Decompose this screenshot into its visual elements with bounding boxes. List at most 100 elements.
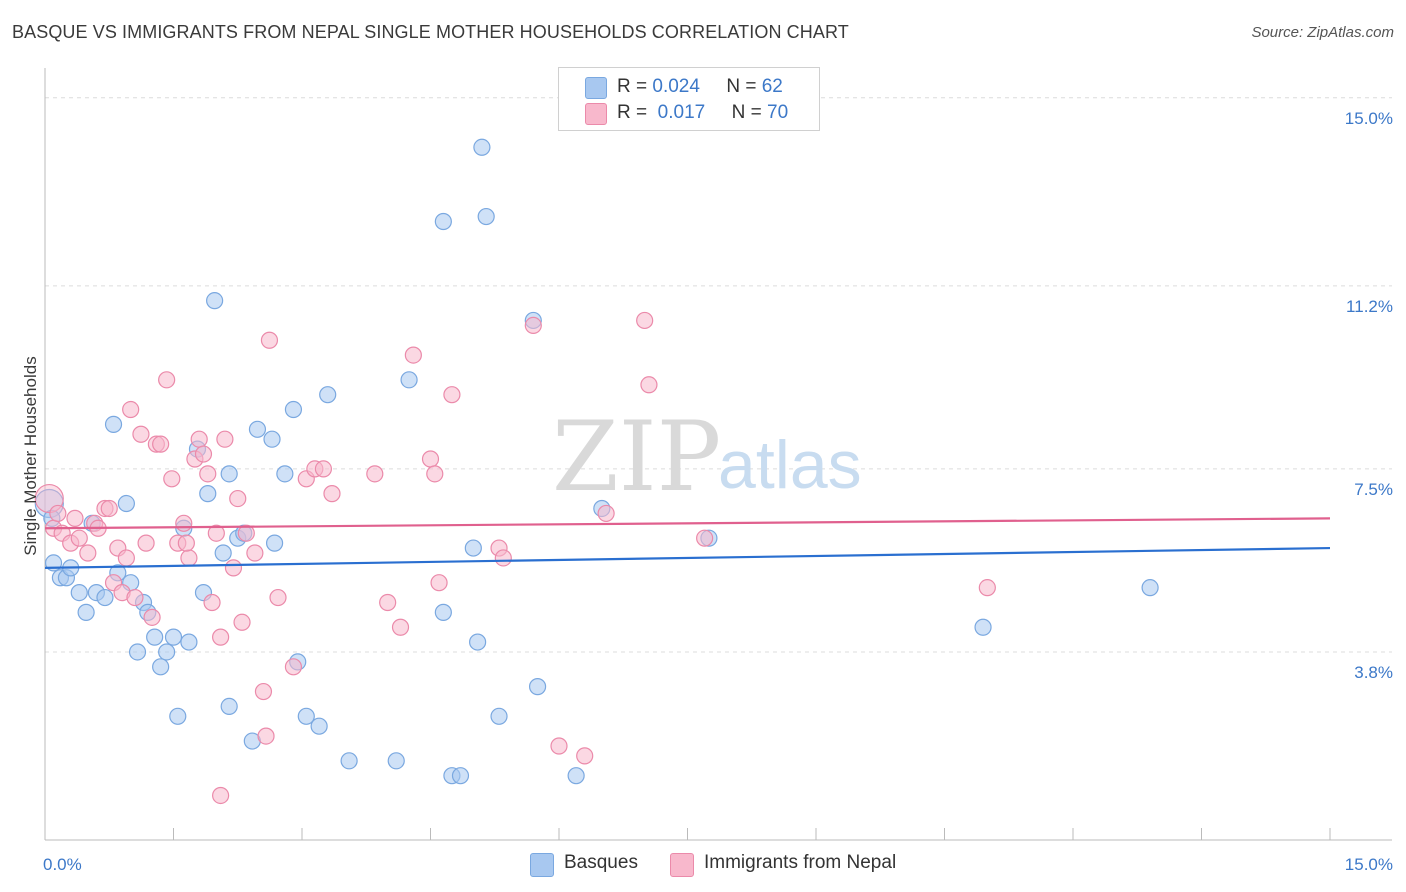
point-nepal	[430, 574, 448, 592]
point-basques	[473, 138, 491, 156]
point-basques	[104, 415, 123, 433]
point-basques	[434, 212, 452, 231]
point-basques	[248, 420, 267, 438]
point-basques	[265, 534, 284, 552]
point-basques	[96, 588, 114, 607]
point-nepal	[597, 504, 615, 523]
point-basques	[319, 386, 337, 404]
point-basques	[164, 628, 183, 646]
bottom-legend-label-basques: Basques	[564, 852, 638, 873]
point-basques	[214, 544, 232, 562]
point-basques	[199, 485, 217, 503]
watermark-zip: ZIP	[552, 401, 721, 513]
point-basques	[220, 465, 238, 483]
point-basques	[263, 430, 281, 448]
point-nepal	[229, 489, 247, 508]
data-points	[34, 138, 1159, 805]
point-basques	[152, 658, 170, 676]
point-basques	[169, 707, 187, 725]
point-nepal	[224, 559, 243, 577]
point-basques	[284, 400, 303, 419]
point-basques	[158, 643, 176, 661]
legend-n-value: 70	[767, 102, 789, 123]
legend-r-label: R =	[617, 102, 648, 123]
point-nepal	[494, 549, 512, 567]
point-nepal	[70, 529, 88, 547]
point-nepal	[233, 613, 251, 631]
bottom-legend-swatch-basques	[530, 853, 554, 877]
point-nepal	[122, 400, 140, 419]
point-basques	[128, 643, 147, 661]
point-basques	[220, 697, 238, 716]
point-nepal	[126, 588, 144, 607]
point-nepal	[237, 524, 255, 542]
point-nepal	[100, 499, 118, 518]
point-basques	[70, 583, 88, 602]
point-nepal	[426, 465, 444, 483]
gridlines	[45, 97, 1392, 653]
point-nepal	[190, 430, 208, 448]
point-basques	[490, 707, 508, 725]
point-nepal	[379, 593, 397, 612]
point-nepal	[212, 628, 230, 646]
point-nepal	[66, 509, 84, 527]
point-basques	[206, 292, 224, 310]
legend-n-label: N =	[726, 76, 757, 97]
point-nepal	[194, 445, 213, 463]
x-tick-label-max: 15.0%	[1345, 855, 1393, 874]
point-nepal	[636, 311, 654, 330]
point-nepal	[323, 485, 341, 503]
point-basques	[340, 752, 358, 770]
point-nepal	[978, 579, 996, 597]
point-nepal	[443, 386, 461, 404]
point-basques	[297, 707, 315, 725]
point-basques	[567, 767, 585, 785]
point-nepal	[269, 588, 287, 607]
y-tick-label: 11.2%	[1346, 297, 1393, 316]
point-nepal	[391, 618, 410, 636]
point-basques	[451, 767, 470, 785]
point-nepal	[254, 682, 273, 701]
point-nepal	[79, 544, 97, 562]
point-basques	[1141, 579, 1159, 597]
point-basques	[477, 207, 495, 226]
y-tick-label: 7.5%	[1354, 480, 1393, 499]
chart-title: BASQUE VS IMMIGRANTS FROM NEPAL SINGLE M…	[12, 22, 849, 42]
point-nepal	[284, 658, 303, 676]
point-nepal	[207, 524, 225, 542]
point-basques	[180, 633, 198, 651]
legend-swatch-nepal	[585, 103, 607, 125]
point-nepal	[117, 549, 135, 567]
point-basques	[387, 752, 405, 770]
legend-r-value: 0.017	[657, 102, 706, 123]
point-nepal	[177, 534, 195, 552]
point-nepal	[212, 786, 230, 805]
point-nepal	[404, 346, 422, 364]
trend-line-basques	[44, 546, 1331, 569]
y-tick-label: 15.0%	[1345, 109, 1393, 128]
point-basques	[434, 603, 452, 621]
watermark-atlas: atlas	[718, 427, 862, 503]
point-basques	[974, 618, 992, 636]
point-nepal	[163, 470, 181, 488]
watermark: ZIP atlas	[552, 401, 862, 513]
point-nepal	[260, 331, 279, 349]
point-nepal	[421, 450, 440, 468]
tick-labels: 15.0% 11.2% 7.5% 3.8% 0.0% 15.0%	[43, 109, 1393, 874]
point-nepal	[696, 529, 714, 547]
trend-line-nepal	[44, 517, 1331, 530]
point-nepal	[640, 376, 658, 394]
bottom-legend-swatch-nepal	[670, 853, 694, 877]
point-basques	[117, 494, 135, 513]
point-nepal	[49, 504, 67, 523]
y-axis-label: Single Mother Households	[21, 356, 40, 555]
legend-r-value: 0.024	[652, 76, 700, 97]
point-basques	[528, 678, 547, 696]
y-tick-label: 3.8%	[1354, 663, 1393, 682]
legend: R = 0.024 N = 62 R = 0.017 N = 70	[558, 67, 820, 131]
x-tick-label-min: 0.0%	[43, 855, 82, 874]
point-basques	[400, 371, 418, 389]
point-nepal	[132, 425, 150, 443]
point-basques	[310, 717, 328, 735]
